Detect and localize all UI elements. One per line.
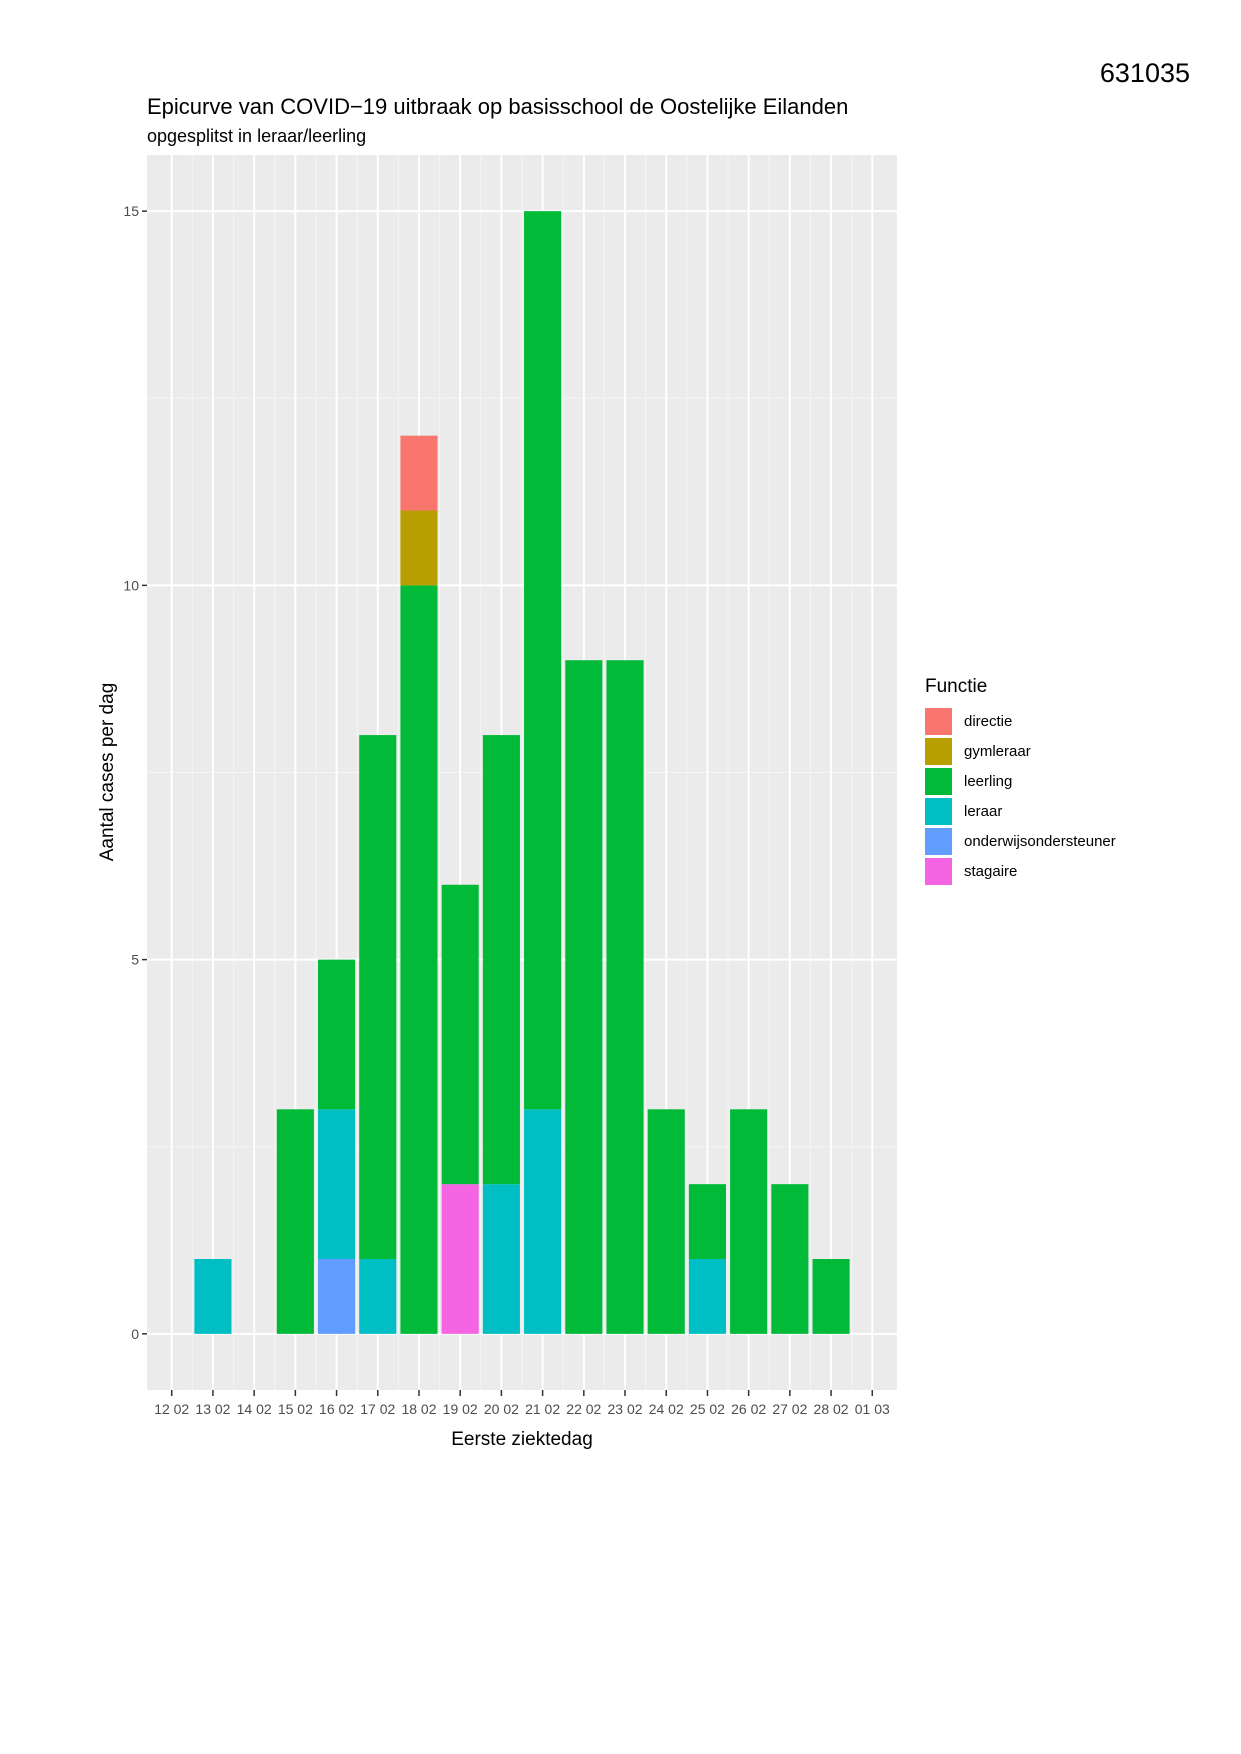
legend-swatch (925, 857, 952, 885)
legend: Functie directie gymleraar leerling leraar o… (925, 676, 1116, 886)
x-tick-label: 24 02 (649, 1401, 684, 1417)
bar-segment-stagaire (441, 1184, 479, 1334)
document-id: 631035 (1099, 58, 1190, 88)
x-tick-label: 23 02 (607, 1401, 642, 1417)
legend-label: stagaire (964, 862, 1018, 880)
bar-segment-onderwijsondersteuner (318, 1259, 356, 1334)
x-tick-label: 27 02 (772, 1401, 807, 1417)
legend-item-leraar: leraar (925, 796, 1116, 826)
bars (194, 211, 850, 1334)
x-tick-label: 22 02 (566, 1401, 601, 1417)
legend-swatch (925, 737, 952, 765)
bar-segment-leerling (276, 1109, 314, 1334)
axes: 0 5 10 15 12 02 13 02 14 02 15 02 16 02 17 02 18 0… (123, 203, 890, 1417)
bar-segment-leerling (400, 585, 438, 1334)
bar-segment-leerling (647, 1109, 685, 1334)
y-tick-label: 10 (123, 577, 139, 593)
bar-segment-leerling (482, 735, 520, 1185)
x-tick-label: 14 02 (237, 1401, 272, 1417)
bar-segment-leraar (524, 1109, 562, 1334)
chart-subtitle: opgesplitst in leraar/leerling (147, 126, 367, 146)
x-tick-label: 18 02 (401, 1401, 436, 1417)
x-tick-label: 17 02 (360, 1401, 395, 1417)
y-tick-label: 15 (123, 203, 139, 219)
y-tick-label: 5 (131, 952, 139, 968)
legend-swatch (925, 827, 952, 855)
bar-segment-leerling (688, 1184, 726, 1260)
bar-segment-leraar (359, 1259, 397, 1334)
legend-item-leerling: leerling (925, 766, 1116, 796)
bar-segment-directie (400, 435, 438, 511)
bar-segment-leerling (812, 1259, 850, 1334)
x-tick-label: 01 03 (855, 1401, 890, 1417)
x-tick-label: 25 02 (690, 1401, 725, 1417)
legend-swatch (925, 797, 952, 825)
bar-segment-leraar (688, 1259, 726, 1334)
legend-item-stagaire: stagaire (925, 856, 1116, 886)
x-tick-label: 26 02 (731, 1401, 766, 1417)
bar-segment-leerling (771, 1184, 809, 1334)
legend-label: gymleraar (964, 742, 1031, 760)
legend-label: onderwijsondersteuner (964, 832, 1116, 850)
bar-segment-leraar (194, 1259, 232, 1334)
x-tick-label: 19 02 (443, 1401, 478, 1417)
legend-label: directie (964, 712, 1013, 730)
bar-segment-leraar (482, 1184, 520, 1334)
bar-segment-leerling (524, 211, 562, 1110)
x-tick-label: 16 02 (319, 1401, 354, 1417)
bar-segment-leerling (441, 884, 479, 1185)
bar-segment-leerling (359, 735, 397, 1260)
bar-segment-leerling (606, 660, 644, 1334)
bar-segment-leerling (318, 959, 356, 1110)
x-tick-label: 28 02 (814, 1401, 849, 1417)
bar-segment-gymleraar (400, 510, 438, 586)
x-tick-label: 12 02 (154, 1401, 189, 1417)
bar-segment-leraar (318, 1109, 356, 1260)
chart-title: Epicurve van COVID−19 uitbraak op basiss… (147, 94, 849, 119)
bar-segment-leerling (730, 1109, 768, 1334)
x-tick-label: 13 02 (195, 1401, 230, 1417)
legend-swatch (925, 767, 952, 795)
legend-title: Functie (925, 676, 988, 697)
y-axis-label: Aantal cases per dag (97, 683, 118, 862)
x-tick-label: 15 02 (278, 1401, 313, 1417)
x-axis-label: Eerste ziektedag (451, 1429, 593, 1450)
x-tick-label: 21 02 (525, 1401, 560, 1417)
legend-item-onderwijsondersteuner: onderwijsondersteuner (925, 826, 1116, 856)
bar-segment-leerling (565, 660, 603, 1334)
y-tick-label: 0 (131, 1326, 139, 1342)
x-tick-label: 20 02 (484, 1401, 519, 1417)
legend-item-directie: directie (925, 706, 1116, 736)
legend-item-gymleraar: gymleraar (925, 736, 1116, 766)
legend-label: leerling (964, 772, 1013, 790)
legend-label: leraar (964, 802, 1003, 820)
legend-swatch (925, 707, 952, 735)
